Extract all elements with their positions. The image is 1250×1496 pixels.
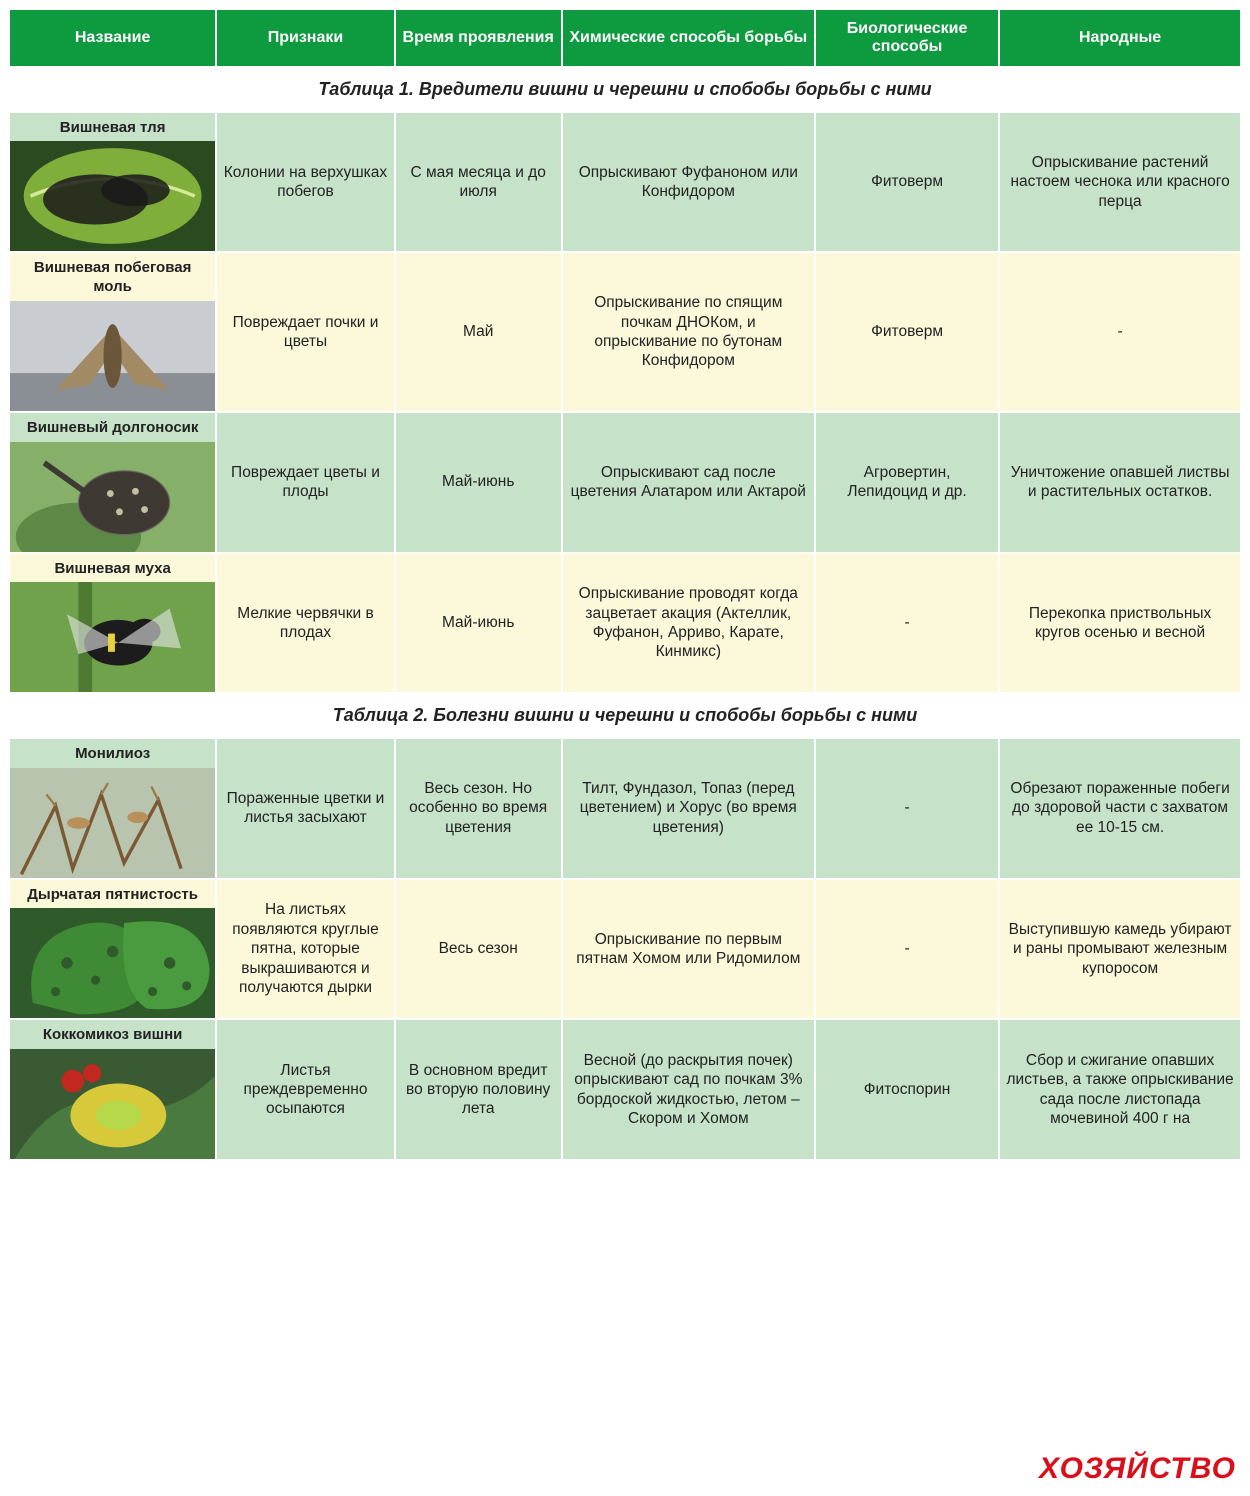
name-cell: Монилиоз: [9, 738, 216, 879]
cell-folk: Выступившую камедь убирают и раны промыв…: [999, 879, 1241, 1020]
cell-chem: Опрыскивают Фуфаноном или Конфидором: [562, 112, 815, 253]
table-row: Вишневый долгоносикПовреждает цветы и пл…: [9, 412, 1241, 553]
col-header: Признаки: [216, 9, 394, 67]
table-row: Дырчатая пятнистостьНа листьях появляютс…: [9, 879, 1241, 1020]
cell-chem: Опрыскивают сад после цветения Алатаром …: [562, 412, 815, 553]
cell-bio: -: [815, 879, 999, 1020]
cell-folk: Опрыскивание растений настоем чеснока ил…: [999, 112, 1241, 253]
cell-signs: На листьях появляются круглые пятна, кот…: [216, 879, 394, 1020]
cell-signs: Листья преждевременно осыпаются: [216, 1019, 394, 1160]
pest-thumbnail: [10, 442, 215, 552]
cell-chem: Опрыскивание проводят когда зацветает ак…: [562, 553, 815, 694]
cell-bio: Фитоверм: [815, 252, 999, 412]
cell-signs: Пораженные цветки и листья засыхают: [216, 738, 394, 879]
cell-time: Весь сезон. Но особенно во время цветени…: [395, 738, 562, 879]
section-title: Таблица 1. Вредители вишни и черешни и с…: [9, 67, 1241, 112]
name-cell: Коккомикоз вишни: [9, 1019, 216, 1160]
cell-bio: -: [815, 553, 999, 694]
cell-bio: Агровертин, Лепидоцид и др.: [815, 412, 999, 553]
col-header: Химические способы борьбы: [562, 9, 815, 67]
pest-name: Вишневая побеговая моль: [10, 253, 215, 301]
cell-folk: Перекопка приствольных кругов осенью и в…: [999, 553, 1241, 694]
cell-time: В основном вредит во вторую половину лет…: [395, 1019, 562, 1160]
cell-bio: Фитоверм: [815, 112, 999, 253]
cell-time: Май-июнь: [395, 553, 562, 694]
watermark: ХОЗЯЙСТВО: [1039, 1452, 1236, 1486]
table-row: Вишневая побеговая мольПовреждает почки …: [9, 252, 1241, 412]
pest-name: Вишневая тля: [10, 113, 215, 142]
pest-disease-table: Название Признаки Время проявления Химич…: [8, 8, 1242, 1161]
section-title: Таблица 2. Болезни вишни и черешни и спо…: [9, 693, 1241, 738]
pest-thumbnail: [10, 908, 215, 1018]
pest-thumbnail: [10, 301, 215, 411]
cell-folk: Обрезают пораженные побеги до здоровой ч…: [999, 738, 1241, 879]
col-header: Время проявления: [395, 9, 562, 67]
table-row: МонилиозПораженные цветки и листья засых…: [9, 738, 1241, 879]
table-row: Вишневая тляКолонии на верхушках побегов…: [9, 112, 1241, 253]
cell-signs: Повреждает почки и цветы: [216, 252, 394, 412]
name-cell: Вишневая муха: [9, 553, 216, 694]
cell-folk: Уничтожение опавшей листвы и растительны…: [999, 412, 1241, 553]
pest-name: Вишневая муха: [10, 554, 215, 583]
cell-time: С мая месяца и до июля: [395, 112, 562, 253]
name-cell: Дырчатая пятнистость: [9, 879, 216, 1020]
pest-name: Вишневый долгоносик: [10, 413, 215, 442]
cell-chem: Опрыскивание по первым пятнам Хомом или …: [562, 879, 815, 1020]
cell-signs: Мелкие червячки в плодах: [216, 553, 394, 694]
pest-thumbnail: [10, 582, 215, 692]
pest-thumbnail: [10, 1049, 215, 1159]
cell-folk: -: [999, 252, 1241, 412]
cell-signs: Колонии на верхушках побегов: [216, 112, 394, 253]
name-cell: Вишневый долгоносик: [9, 412, 216, 553]
table-row: Коккомикоз вишниЛистья преждевременно ос…: [9, 1019, 1241, 1160]
cell-chem: Опрыскивание по спящим почкам ДНОКом, и …: [562, 252, 815, 412]
cell-bio: Фитоспорин: [815, 1019, 999, 1160]
cell-signs: Повреждает цветы и плоды: [216, 412, 394, 553]
col-header: Название: [9, 9, 216, 67]
cell-time: Май-июнь: [395, 412, 562, 553]
pest-thumbnail: [10, 768, 215, 878]
col-header: Народные: [999, 9, 1241, 67]
cell-time: Май: [395, 252, 562, 412]
cell-chem: Весной (до раскрытия почек) опрыскивают …: [562, 1019, 815, 1160]
name-cell: Вишневая побеговая моль: [9, 252, 216, 412]
col-header: Биологические способы: [815, 9, 999, 67]
cell-folk: Сбор и сжигание опавших листьев, а также…: [999, 1019, 1241, 1160]
pest-name: Коккомикоз вишни: [10, 1020, 215, 1049]
name-cell: Вишневая тля: [9, 112, 216, 253]
table-header-row: Название Признаки Время проявления Химич…: [9, 9, 1241, 67]
cell-chem: Тилт, Фундазол, Топаз (перед цветением) …: [562, 738, 815, 879]
cell-time: Весь сезон: [395, 879, 562, 1020]
cell-bio: -: [815, 738, 999, 879]
pest-thumbnail: [10, 141, 215, 251]
pest-name: Дырчатая пятнистость: [10, 880, 215, 909]
table-row: Вишневая мухаМелкие червячки в плодахМай…: [9, 553, 1241, 694]
pest-name: Монилиоз: [10, 739, 215, 768]
